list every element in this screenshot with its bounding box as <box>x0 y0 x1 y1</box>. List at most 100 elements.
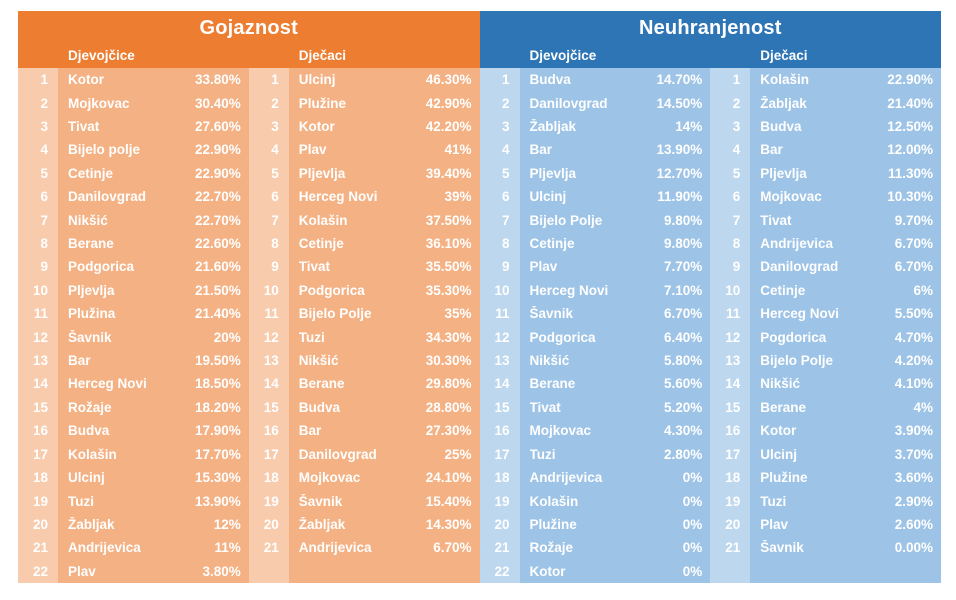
data-cell: Kotor 42.20% <box>288 114 480 139</box>
rank-cell: 9 <box>248 255 289 279</box>
rank-cell: 2 <box>18 91 58 115</box>
table-row: 13 Nikšić 30.30% <box>248 348 480 373</box>
municipality-name: Rožaje <box>68 399 112 415</box>
value-cell: 6.70% <box>663 306 703 322</box>
rank-cell: 7 <box>710 208 751 232</box>
table-row: 20 Plužine 0% <box>479 512 711 537</box>
value-cell: 15.30% <box>194 470 241 486</box>
value-cell: 22.60% <box>194 236 241 252</box>
municipality-name: Mojkovac <box>529 423 592 439</box>
municipality-name: Pljevlja <box>760 165 807 181</box>
rank-cell: 10 <box>710 278 751 303</box>
data-cell: Danilovgrad 14.50% <box>519 91 711 115</box>
municipality-name: Herceg Novi <box>529 282 609 298</box>
data-cell: Žabljak 14% <box>519 114 711 139</box>
municipality-name: Bijelo Polje <box>529 212 603 228</box>
table-row: 12 Šavnik 20% <box>18 325 249 349</box>
municipality-name: Podgorica <box>68 259 135 275</box>
municipality-name: Kotor <box>298 119 335 135</box>
value-cell: 9.80% <box>663 236 703 252</box>
table-row: 8 Andrijevica 6.70% <box>710 231 941 256</box>
municipality-name: Nikšić <box>298 353 339 369</box>
section-header: Gojaznost Djevojčice Dječaci <box>18 11 480 68</box>
value-cell: 12% <box>213 516 241 532</box>
data-cell: Budva 28.80% <box>288 395 480 420</box>
data-cell: Šavnik 0.00% <box>750 536 941 560</box>
value-cell: 35.30% <box>425 282 472 298</box>
municipality-name: Herceg Novi <box>760 306 840 322</box>
data-cell: Tivat 35.50% <box>288 255 480 279</box>
table-row: 7 Bijelo Polje 9.80% <box>479 208 711 232</box>
rank-cell: 11 <box>479 302 520 326</box>
value-cell: 4.70% <box>894 329 933 345</box>
rank-cell: 12 <box>248 325 289 349</box>
data-cell: Budva 12.50% <box>750 114 941 139</box>
rank-cell: 5 <box>18 161 58 186</box>
municipality-name: Danilovgrad <box>298 446 377 462</box>
data-cell: Plav 2.60% <box>750 512 941 537</box>
data-cell: Bijelo Polje 4.20% <box>750 348 941 373</box>
table-row: 5 Pljevlja 39.40% <box>248 161 480 186</box>
municipality-name: Bar <box>529 142 553 158</box>
data-cell: Mojkovac 24.10% <box>288 465 480 490</box>
municipality-name: Ulcinj <box>68 470 105 486</box>
value-cell: 3.60% <box>894 470 933 486</box>
data-cell: Pljevlja 21.50% <box>58 278 249 303</box>
municipality-name: Pogdorica <box>760 329 827 345</box>
data-cell: Plužine 0% <box>519 512 711 537</box>
table-row: 3 Budva 12.50% <box>710 114 941 139</box>
value-cell: 9.70% <box>894 212 933 228</box>
value-cell: 14.50% <box>656 95 703 111</box>
rank-cell: 7 <box>18 208 58 232</box>
municipality-name: Bar <box>68 353 91 369</box>
value-cell: 5.80% <box>663 353 703 369</box>
table-row: 12 Pogdorica 4.70% <box>710 325 941 349</box>
rank-cell: 15 <box>710 395 751 420</box>
table-row: 11 Plužina 21.40% <box>18 302 249 326</box>
rank-cell: 19 <box>479 489 520 513</box>
table-row: 3 Žabljak 14% <box>479 114 711 139</box>
data-cell: Bar 13.90% <box>519 138 711 162</box>
municipality-name: Pljevlja <box>529 165 577 181</box>
municipality-name: Budva <box>68 423 110 439</box>
municipality-name: Podgorica <box>298 282 365 298</box>
data-cell: Cetinje 36.10% <box>288 231 480 256</box>
data-cell: Kolašin 17.70% <box>58 442 249 466</box>
municipality-name: Plužine <box>298 95 347 111</box>
table-row: 20 Žabljak 14.30% <box>248 512 480 537</box>
rank-cell: 4 <box>479 138 520 162</box>
value-cell: 3.80% <box>202 563 241 579</box>
data-cell: Danilovgrad 6.70% <box>750 255 941 279</box>
table-row: 15 Tivat 5.20% <box>479 395 711 420</box>
rank-cell: 9 <box>479 255 520 279</box>
rank-cell: 3 <box>479 114 520 139</box>
value-cell: 25% <box>444 446 472 462</box>
data-cell: Herceg Novi 5.50% <box>750 302 941 326</box>
value-cell: 22.90% <box>194 165 241 181</box>
data-cell: Podgorica 21.60% <box>58 255 249 279</box>
municipality-name: Tuzi <box>529 446 556 462</box>
table-row: 2 Plužine 42.90% <box>248 91 480 115</box>
municipality-name: Tuzi <box>298 329 325 345</box>
table-row: 17 Ulcinj 3.70% <box>710 442 941 466</box>
rank-cell: 15 <box>479 395 520 420</box>
data-cell: Plužine 3.60% <box>750 465 941 490</box>
table-row: 17 Danilovgrad 25% <box>248 442 480 466</box>
rank-cell: 16 <box>479 419 520 443</box>
municipality-name: Budva <box>760 119 802 135</box>
municipality-name: Kolašin <box>298 212 348 228</box>
rank-cell: 13 <box>479 348 520 373</box>
value-cell: 7.70% <box>663 259 703 275</box>
table-row: 6 Mojkovac 10.30% <box>710 185 941 209</box>
municipality-name: Andrijevica <box>298 540 372 556</box>
data-cell: Danilovgrad 25% <box>288 442 480 466</box>
rank-cell: 10 <box>479 278 520 303</box>
value-cell: 9.80% <box>663 212 703 228</box>
data-cell: Šavnik 20% <box>58 325 249 349</box>
value-cell: 21.60% <box>194 259 241 275</box>
data-cell: Bijelo Polje 35% <box>288 302 480 326</box>
table-row: 8 Cetinje 36.10% <box>248 231 480 256</box>
municipality-name: Berane <box>760 399 807 415</box>
value-cell: 20% <box>213 329 241 345</box>
municipality-name: Danilovgrad <box>529 95 608 111</box>
